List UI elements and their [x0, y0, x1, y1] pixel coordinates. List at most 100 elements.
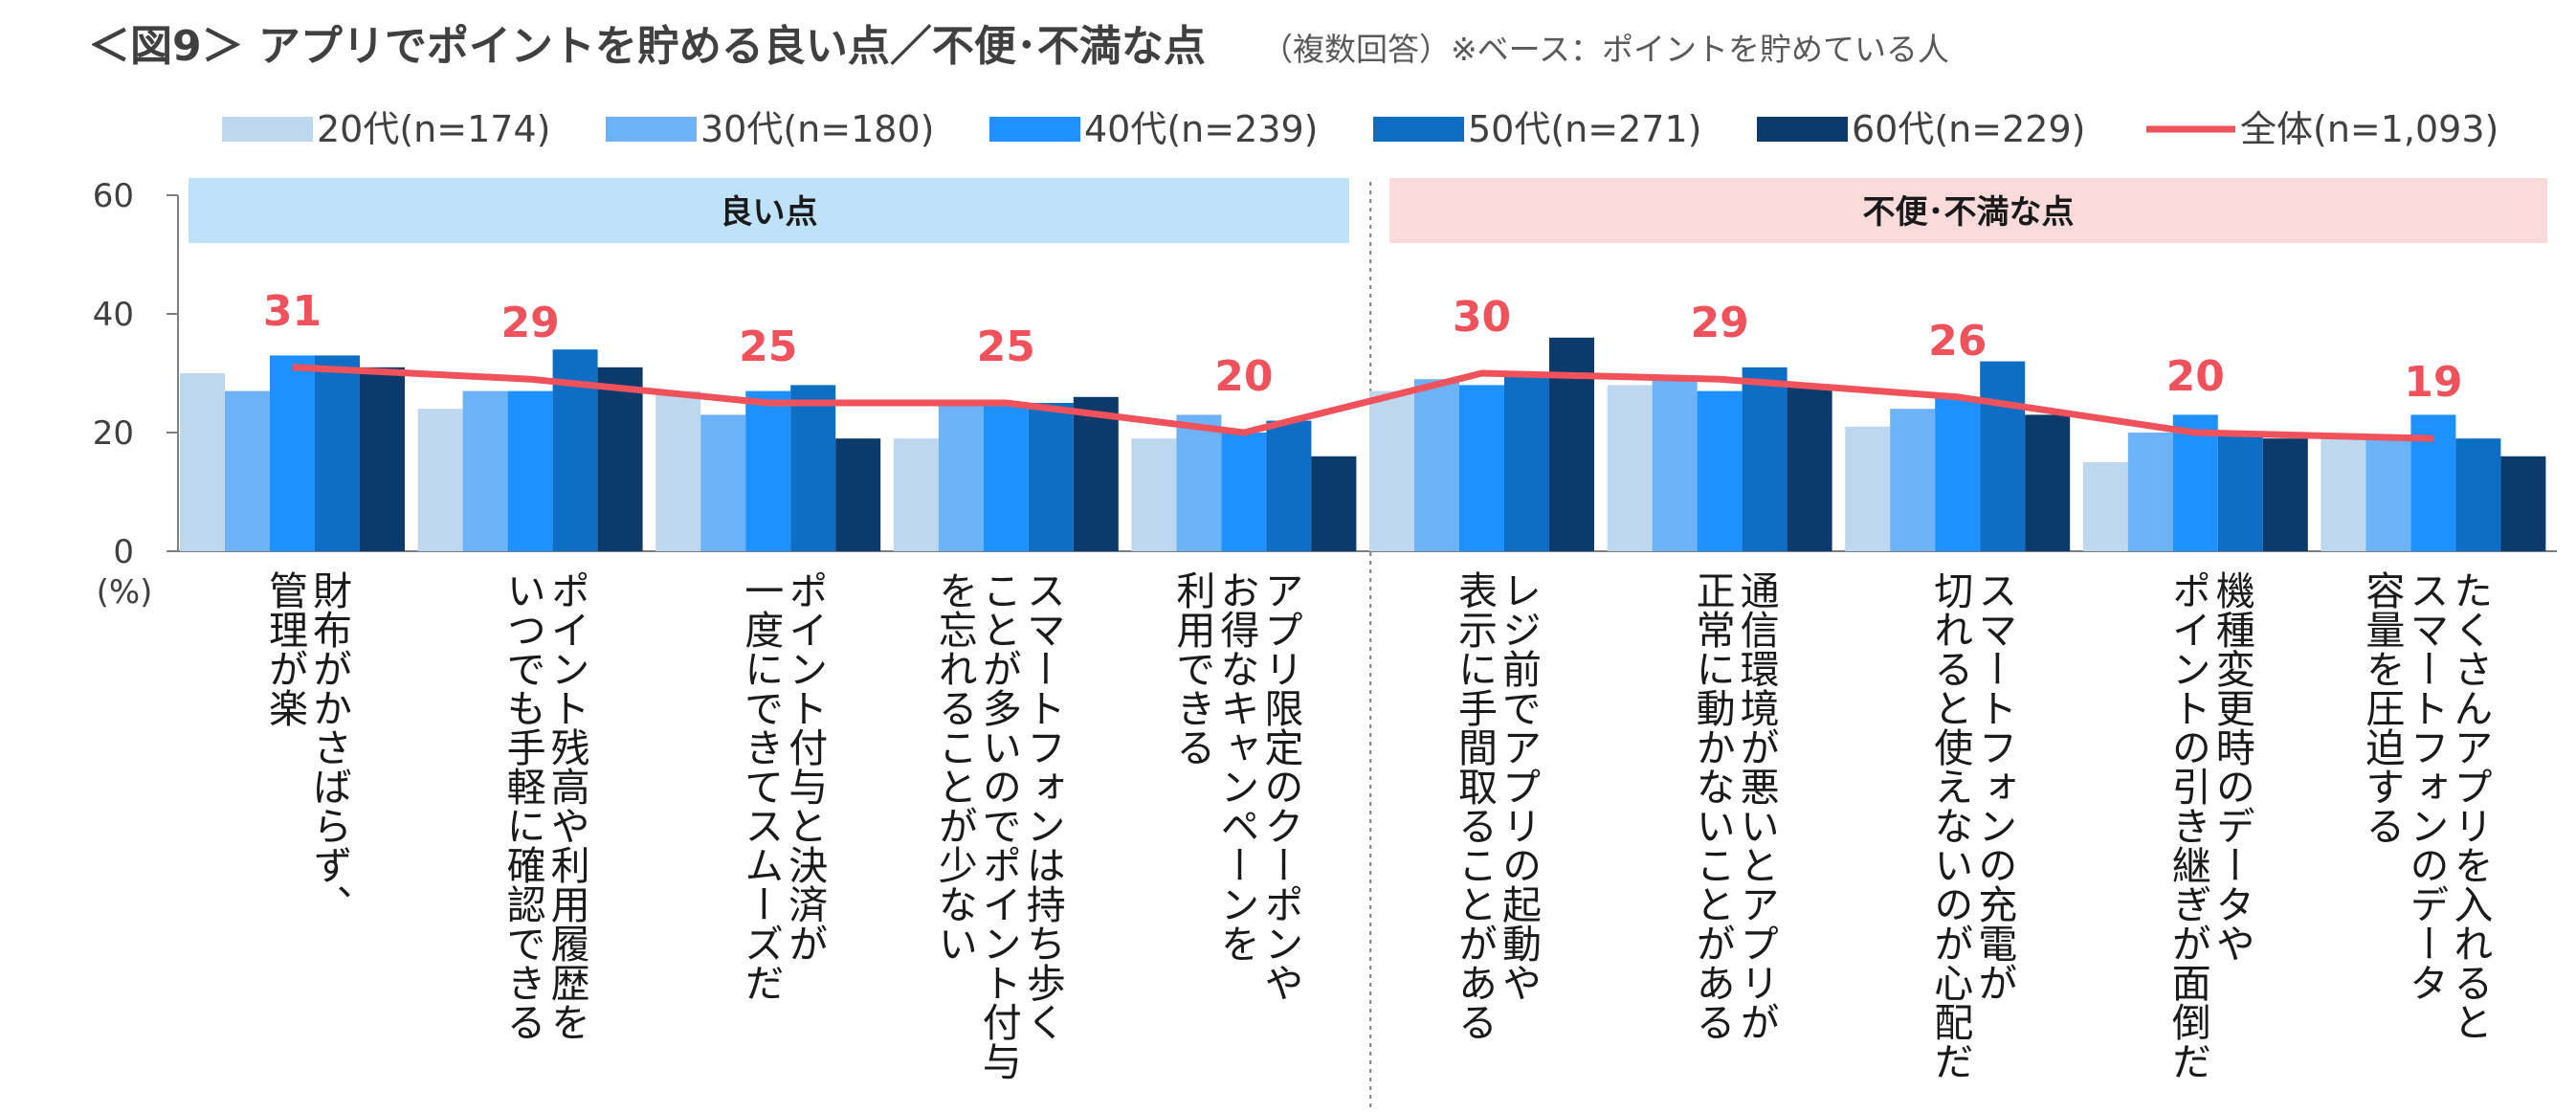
y-tick-label-2: 40	[93, 296, 134, 334]
category-label-6-0: 通信環境が悪いとアプリが	[1733, 570, 1779, 1041]
category-label-3-0: スマートフォンは持ち歩く	[1019, 570, 1065, 1041]
bar-6-0	[1607, 385, 1653, 551]
total-data-label-2: 25	[739, 323, 797, 371]
bar-7-2	[1935, 396, 1981, 551]
bar-4-4	[1311, 456, 1357, 551]
category-label-4-0: アプリ限定のクーポンや	[1257, 570, 1303, 1002]
legend-label-3: 50代(n=271)	[1468, 108, 1701, 150]
bar-2-3	[790, 385, 836, 551]
bar-3-0	[893, 438, 939, 551]
bar-5-1	[1414, 379, 1459, 551]
total-data-label-0: 31	[263, 287, 322, 336]
bar-3-3	[1028, 403, 1074, 551]
category-label-7-1: 切れると使えないのが心配だ	[1927, 570, 1974, 1080]
total-data-labels: 31 29 25 25 20 30 29 26 20 19	[263, 287, 2463, 407]
category-label-4-2: 利用できる	[1169, 570, 1215, 767]
category-label-5-1: 表示に手間取ることがある	[1452, 570, 1498, 1041]
category-label-3-2: を忘れることが少ない	[931, 570, 977, 963]
y-axis-unit: (%)	[97, 573, 153, 612]
section-label-0: 良い点	[721, 193, 818, 232]
bar-6-1	[1652, 379, 1698, 551]
category-label-6-1: 正常に動かないことがある	[1689, 570, 1735, 1041]
total-line	[292, 364, 2433, 442]
bars	[180, 337, 2546, 551]
category-label-7-0: スマートフォンの充電が	[1971, 570, 2017, 1002]
bar-8-1	[2127, 433, 2173, 551]
total-data-label-9: 19	[2404, 358, 2462, 407]
bar-0-1	[225, 390, 270, 551]
total-data-label-5: 30	[1453, 293, 1511, 342]
category-label-9-0: たくさんアプリを入れると	[2447, 570, 2493, 1041]
category-label-8-1: ポイントの引き継ぎが面倒だ	[2165, 570, 2211, 1080]
bar-2-4	[835, 438, 881, 551]
bar-4-0	[1131, 438, 1177, 551]
bar-0-4	[360, 367, 405, 551]
category-label-2-0: ポイント付与と決済が	[782, 570, 828, 963]
bar-4-1	[1176, 414, 1222, 551]
category-label-8-0: 機種変更時のデータや	[2209, 570, 2254, 963]
bar-5-2	[1459, 385, 1504, 551]
y-tick-label-3: 60	[93, 177, 134, 215]
category-label-9-2: 容量を圧迫する	[2359, 570, 2406, 845]
bar-8-4	[2262, 438, 2308, 551]
bar-4-2	[1221, 433, 1267, 551]
legend-label-total: 全体(n=1,093)	[2240, 108, 2498, 150]
bar-2-1	[700, 414, 746, 551]
bar-1-2	[507, 390, 553, 551]
total-data-label-6: 29	[1690, 299, 1748, 347]
bar-9-0	[2321, 438, 2366, 551]
bar-0-2	[270, 355, 315, 551]
bar-4-3	[1266, 420, 1312, 551]
legend-swatch-2	[989, 117, 1080, 142]
category-label-4-1: お得なキャンペーンを	[1213, 570, 1260, 963]
total-data-label-7: 26	[1928, 317, 1987, 366]
bar-9-1	[2365, 438, 2411, 551]
bar-0-3	[315, 355, 360, 551]
bar-6-3	[1742, 367, 1788, 551]
total-data-label-4: 20	[1214, 352, 1273, 401]
bar-1-0	[417, 409, 463, 551]
total-data-label-1: 29	[500, 299, 559, 347]
category-label-0-1: 管理が楽	[262, 570, 308, 727]
legend-swatch-0	[222, 117, 313, 142]
bar-8-0	[2082, 462, 2128, 551]
section-band-1	[1389, 178, 2547, 243]
legend-label-4: 60代(n=229)	[1852, 108, 2085, 150]
bar-3-4	[1073, 396, 1119, 551]
bar-6-2	[1697, 390, 1743, 551]
bar-6-4	[1787, 385, 1832, 551]
total-series-line	[292, 364, 2433, 442]
bar-9-3	[2455, 438, 2501, 551]
section-band-0	[189, 178, 1349, 243]
total-data-label-3: 25	[977, 323, 1035, 371]
category-label-1-0: ポイント残高や利用履歴を	[544, 570, 589, 1041]
bar-7-3	[1980, 361, 2026, 551]
bar-5-0	[1369, 390, 1414, 551]
section-label-1: 不便･不満な点	[1863, 193, 2075, 232]
bar-2-2	[745, 390, 791, 551]
bar-1-4	[597, 367, 643, 551]
legend-label-2: 40代(n=239)	[1084, 108, 1318, 150]
bar-7-0	[1845, 426, 1891, 551]
section-bands: 良い点 不便･不満な点	[189, 178, 2547, 1109]
category-label-2-1: 一度にできてスムーズだ	[738, 570, 784, 1002]
bar-7-1	[1890, 409, 1936, 551]
legend-swatch-3	[1373, 117, 1464, 142]
bar-1-1	[462, 390, 508, 551]
bar-8-2	[2172, 414, 2218, 551]
chart-subtitle: （複数回答）※ベース：ポイントを貯めている人	[1261, 31, 1949, 68]
bar-8-3	[2217, 433, 2263, 551]
bar-9-4	[2500, 456, 2546, 551]
bar-0-0	[180, 373, 225, 551]
total-data-label-8: 20	[2166, 352, 2225, 401]
bar-3-1	[938, 403, 984, 551]
legend-swatch-4	[1757, 117, 1848, 142]
legend: 20代(n=174) 30代(n=180) 40代(n=239) 50代(n=271)…	[222, 108, 2498, 150]
category-label-3-1: ことが多いのでポイント付与	[975, 570, 1021, 1080]
bar-5-3	[1504, 373, 1549, 551]
bar-2-0	[655, 390, 701, 551]
y-tick-label-1: 20	[93, 414, 134, 453]
bar-3-2	[983, 403, 1029, 551]
